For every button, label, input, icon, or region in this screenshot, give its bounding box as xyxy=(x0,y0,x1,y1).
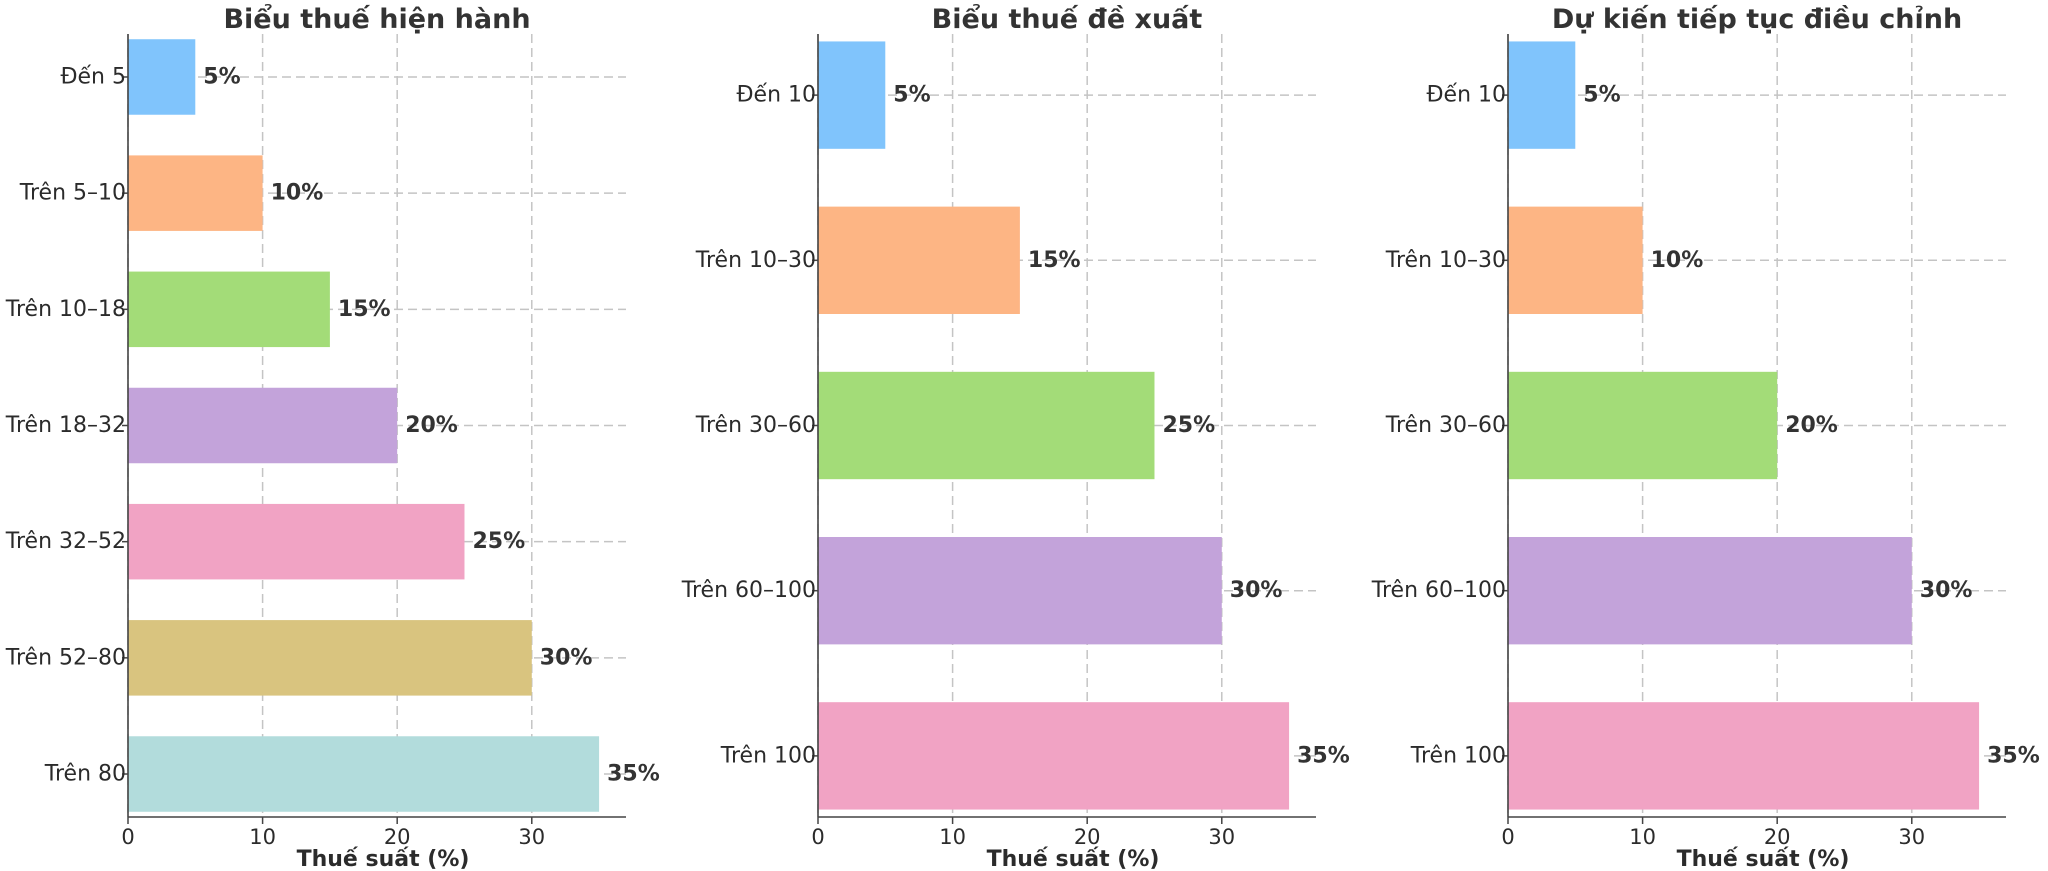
x-tick-label: 10 xyxy=(939,825,966,849)
category-label: Trên 100 xyxy=(720,743,816,768)
category-label: Đến 10 xyxy=(1426,83,1506,108)
category-label: Trên 5–10 xyxy=(19,181,126,206)
bar xyxy=(128,271,330,348)
value-label: 15% xyxy=(1028,248,1081,273)
value-label: 5% xyxy=(893,83,930,108)
category-label: Trên 52–80 xyxy=(5,645,126,670)
x-tick-label: 20 xyxy=(1764,825,1791,849)
value-label: 5% xyxy=(203,64,240,89)
bar xyxy=(818,537,1222,645)
value-label: 30% xyxy=(1230,578,1283,603)
value-label: 25% xyxy=(472,529,525,554)
bar xyxy=(128,503,465,580)
bar xyxy=(128,736,600,812)
chart-title: Dự kiến tiếp tục điều chỉnh xyxy=(1552,4,1962,35)
bar xyxy=(128,39,196,115)
category-label: Trên 10–18 xyxy=(5,297,126,322)
x-tick-label: 10 xyxy=(1629,825,1656,849)
chart-panel-2: Đến 10 Trên 10–30 Trên 30–60 Trên 60–100 Trê… xyxy=(681,2,1350,871)
chart-title: Biểu thuế đề xuất xyxy=(932,2,1203,35)
x-tick-label: 30 xyxy=(1208,825,1235,849)
bar xyxy=(818,206,1020,314)
category-label: Trên 60–100 xyxy=(1371,578,1506,603)
x-tick-label: 30 xyxy=(518,825,545,849)
x-tick-label: 0 xyxy=(121,825,134,849)
category-label: Trên 100 xyxy=(1410,743,1506,768)
bar xyxy=(128,155,263,231)
category-label: Trên 10–30 xyxy=(695,248,816,273)
chart-panel-3: Đến 10 Trên 10–30 Trên 30–60 Trên 60–100 Trê… xyxy=(1371,4,2040,871)
value-label: 35% xyxy=(1987,743,2040,768)
value-label: 35% xyxy=(607,762,660,787)
category-label: Trên 18–32 xyxy=(5,413,126,438)
bar xyxy=(818,41,886,149)
value-label: 10% xyxy=(1651,248,1704,273)
category-label: Trên 60–100 xyxy=(681,578,816,603)
bar xyxy=(818,702,1290,810)
value-label: 15% xyxy=(338,297,391,322)
value-label: 20% xyxy=(405,413,458,438)
bar xyxy=(1508,41,1576,149)
x-axis-label: Thuế suất (%) xyxy=(987,847,1160,871)
bar xyxy=(1508,206,1643,314)
value-label: 25% xyxy=(1162,413,1215,438)
x-tick-label: 0 xyxy=(811,825,824,849)
x-tick-label: 10 xyxy=(249,825,276,849)
x-axis-label: Thuế suất (%) xyxy=(297,847,470,871)
chart-title: Biểu thuế hiện hành xyxy=(223,2,530,35)
category-label: Trên 80 xyxy=(44,762,126,787)
x-axis-label: Thuế suất (%) xyxy=(1677,847,1850,871)
bar xyxy=(1508,537,1912,645)
category-label: Trên 32–52 xyxy=(5,529,126,554)
x-tick-label: 0 xyxy=(1501,825,1514,849)
category-label: Đến 5 xyxy=(60,64,126,89)
bar xyxy=(818,371,1155,480)
value-label: 35% xyxy=(1297,743,1350,768)
value-label: 10% xyxy=(271,181,324,206)
bar xyxy=(1508,702,1980,810)
chart-panel-1: Đến 5 Trên 5–10 Trên 10–18 Trên 18–32 Trên 3… xyxy=(5,2,660,871)
bar xyxy=(128,620,532,696)
value-label: 30% xyxy=(1920,578,1973,603)
value-label: 20% xyxy=(1785,413,1838,438)
category-label: Trên 10–30 xyxy=(1385,248,1506,273)
value-label: 5% xyxy=(1583,83,1620,108)
x-tick-label: 20 xyxy=(1074,825,1101,849)
category-label: Đến 10 xyxy=(736,83,816,108)
category-label: Trên 30–60 xyxy=(1385,413,1506,438)
x-tick-label: 30 xyxy=(1898,825,1925,849)
bar xyxy=(128,387,398,464)
bar xyxy=(1508,371,1778,480)
value-label: 30% xyxy=(540,645,593,670)
category-label: Trên 30–60 xyxy=(695,413,816,438)
x-tick-label: 20 xyxy=(384,825,411,849)
